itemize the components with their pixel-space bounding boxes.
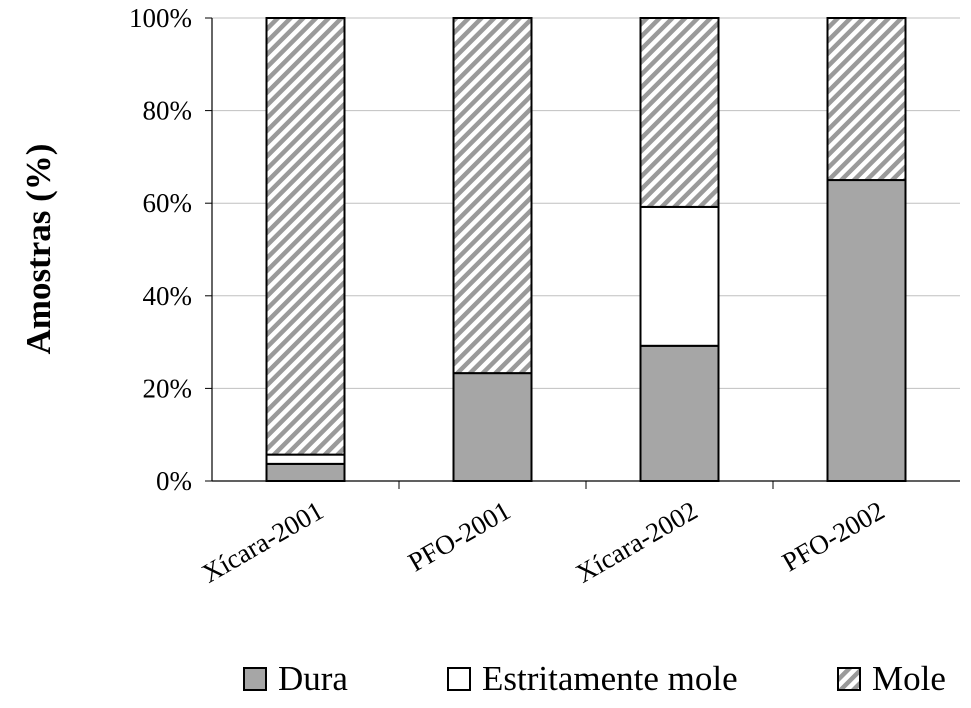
y-tick-label: 20% [143,373,193,403]
x-tick-label: Xícara-2002 [571,495,703,588]
y-tick-label: 100% [129,3,192,33]
legend-swatch-estritamente-mole [447,667,471,691]
legend-swatch-dura [243,667,267,691]
y-tick-label: 40% [143,281,193,311]
bar-segment-mole-pfo-2001 [452,17,533,375]
bar-segment-estritamente-mole-xicara-2002 [639,205,720,347]
bar-segment-mole-xicara-2001 [265,17,346,456]
bar-segment-dura-pfo-2001 [452,372,533,482]
y-axis-title: Amostras (%) [19,144,58,355]
y-tick-label: 80% [143,96,193,126]
legend-label-dura: Dura [278,659,348,698]
bar-segment-estritamente-mole-xicara-2001 [265,453,346,465]
bar-segment-dura-pfo-2002 [826,179,907,483]
x-tick-label: PFO-2002 [777,495,889,577]
y-tick-label: 60% [143,188,193,218]
axes [205,17,960,489]
bar-segment-mole-xicara-2002 [639,17,720,208]
bar-segment-mole-pfo-2002 [826,17,907,182]
bars [265,17,907,483]
legend-swatch-mole [837,667,861,691]
legend-label-mole: Mole [872,659,946,698]
y-tick-label: 0% [156,466,192,496]
x-tick-label: Xícara-2001 [197,495,329,588]
bar-segment-dura-xicara-2002 [639,344,720,482]
legend-label-estritamente-mole: Estritamente mole [482,659,738,698]
bar-segment-dura-xicara-2001 [265,462,346,482]
x-tick-label: PFO-2001 [403,495,515,577]
legend: Dura Estritamente mole Mole [243,659,946,698]
